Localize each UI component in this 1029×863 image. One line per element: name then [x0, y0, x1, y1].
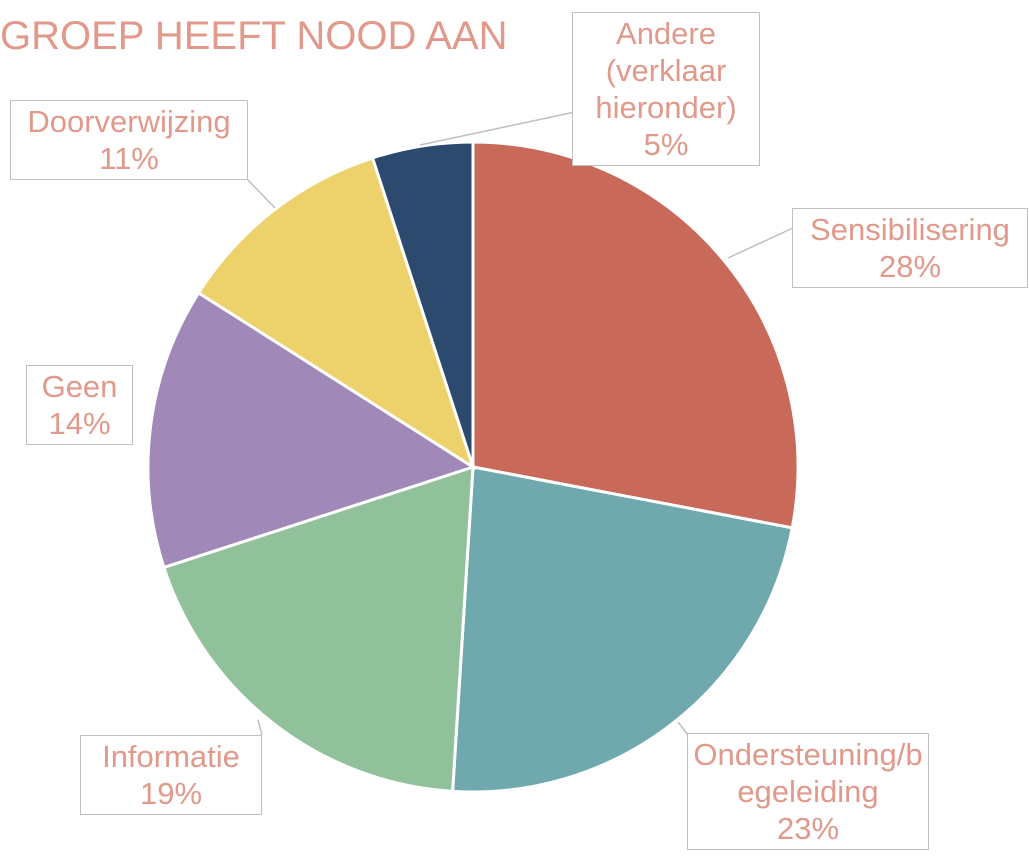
pie-slice: [451, 465, 794, 794]
leader-line: [247, 179, 276, 209]
leader-line: [419, 111, 576, 146]
label-value: 5%: [643, 127, 689, 162]
leader-line: [677, 721, 689, 736]
label-category: Sensibilisering: [810, 212, 1010, 247]
pie-slice: [196, 156, 476, 471]
label-value: 19%: [139, 776, 203, 811]
pie-slice: [370, 140, 475, 468]
chart-title: GROEP HEEFT NOOD AAN: [0, 14, 508, 58]
label-value: 11%: [99, 141, 159, 176]
data-label: Informatie 19%: [80, 735, 262, 815]
label-category: Andere (verklaar hieronder): [595, 16, 737, 125]
data-label: Geen 14%: [26, 365, 133, 445]
pie-slice: [146, 290, 477, 570]
pie-slice: [471, 140, 800, 530]
data-label: Andere (verklaar hieronder) 5%: [572, 12, 760, 166]
data-label: Sensibilisering 28%: [792, 208, 1028, 288]
label-category: Ondersteuning/begeleiding: [693, 737, 923, 809]
leader-line: [727, 227, 794, 259]
data-label: Doorverwijzing 11%: [10, 100, 248, 180]
label-value: 28%: [878, 249, 942, 284]
label-value: 14%: [48, 406, 111, 441]
label-category: Informatie: [102, 739, 240, 774]
label-category: Doorverwijzing: [27, 104, 231, 139]
data-label: Ondersteuning/begeleiding 23%: [687, 733, 929, 850]
pie-slice: [162, 464, 475, 793]
label-value: 23%: [776, 811, 840, 846]
label-category: Geen: [41, 369, 118, 404]
leader-line: [257, 719, 263, 736]
